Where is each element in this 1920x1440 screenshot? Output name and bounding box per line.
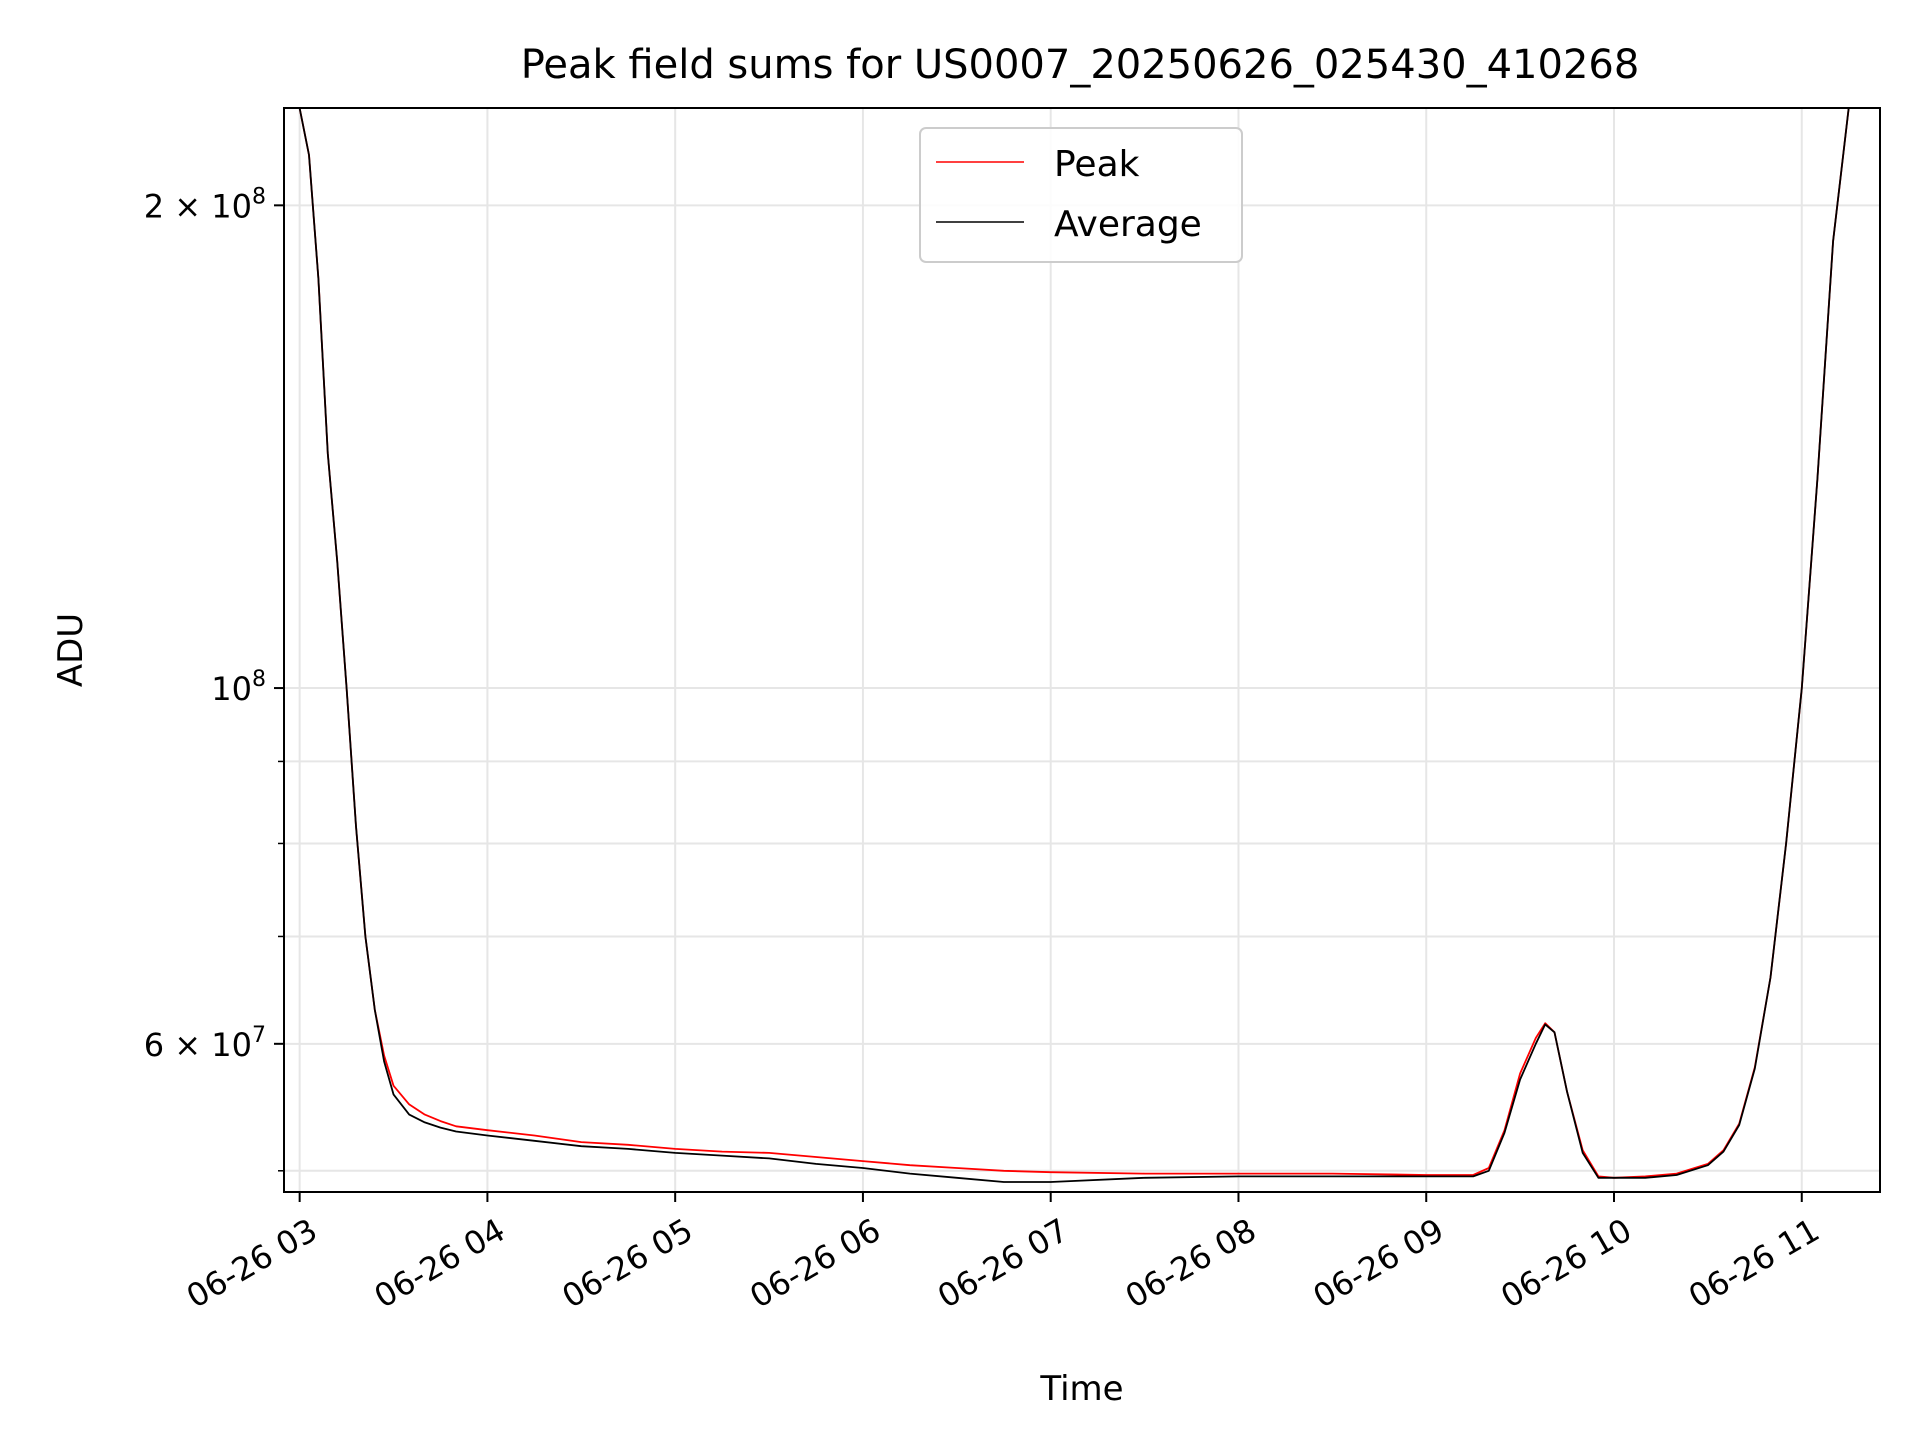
series-layer	[284, 108, 1880, 1183]
chart-title: Peak field sums for US0007_20250626_0254…	[521, 42, 1640, 88]
legend-label-peak: Peak	[1054, 144, 1140, 185]
y-tick-label: 2 × 108	[144, 184, 266, 225]
y-tick-label: 6 × 107	[144, 1023, 266, 1064]
legend-label-average: Average	[1054, 204, 1202, 245]
y-tick-label: 108	[211, 667, 266, 708]
x-axis-label: Time	[1039, 1369, 1123, 1409]
y-axis-label: ADU	[51, 613, 91, 687]
series-line-average	[284, 108, 1880, 1183]
plot-frame	[283, 107, 1881, 1193]
legend: Peak Average	[919, 127, 1243, 263]
